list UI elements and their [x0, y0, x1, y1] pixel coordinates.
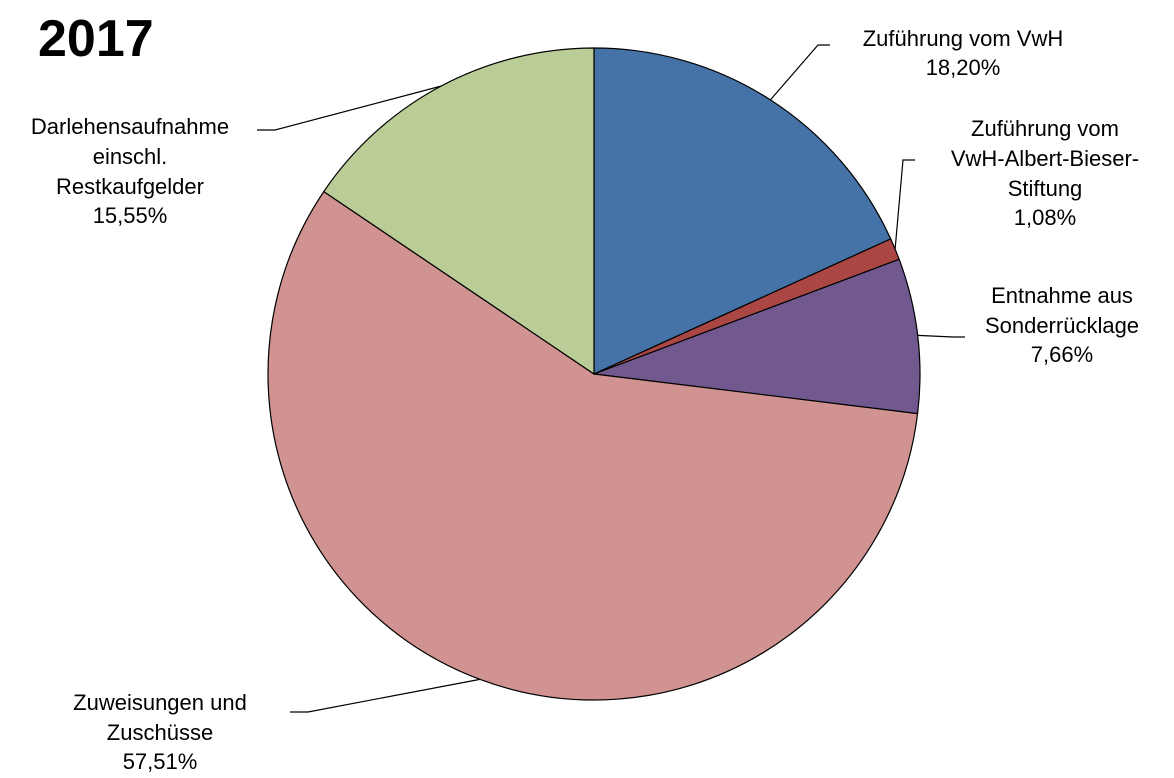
label-line: Darlehensaufnahme [31, 114, 229, 139]
value-label: 15,55% [93, 203, 168, 228]
pie-slice [593, 47, 892, 375]
chart-title: 2017 [38, 10, 154, 68]
slice-label: Zuführung vom VwH [863, 26, 1064, 51]
pie-slice [267, 190, 919, 701]
leader-line [894, 159, 915, 250]
label-line: Entnahme aus [991, 283, 1133, 308]
slice-label: Zuführung vom VwH-Albert-Bieser- Stiftung [951, 116, 1139, 201]
label-line: Zuführung vom VwH [863, 26, 1064, 51]
label-line: Sonderrücklage [985, 313, 1139, 338]
value-label: 18,20% [926, 55, 1001, 80]
slice-label: Darlehensaufnahme einschl. Restkaufgelder [31, 114, 229, 199]
label-line: einschl. [93, 144, 168, 169]
leader-line [917, 334, 965, 338]
value-label: 1,08% [1014, 205, 1076, 230]
value-label: 7,66% [1031, 342, 1093, 367]
label-line: Zuweisungen und [73, 690, 247, 715]
pie-slice [593, 258, 921, 415]
label-line: Stiftung [1008, 176, 1083, 201]
label-line: VwH-Albert-Bieser- [951, 146, 1139, 171]
slice-label: Entnahme aus Sonderrücklage [985, 283, 1139, 338]
leader-line [769, 44, 830, 101]
value-label: 57,51% [123, 749, 198, 774]
label-line: Restkaufgelder [56, 174, 204, 199]
label-line: Zuschüsse [107, 720, 213, 745]
label-line: Zuführung vom [971, 116, 1119, 141]
leader-line [257, 85, 442, 131]
slice-label: Zuweisungen und Zuschüsse [73, 690, 247, 745]
leader-line [290, 678, 480, 713]
